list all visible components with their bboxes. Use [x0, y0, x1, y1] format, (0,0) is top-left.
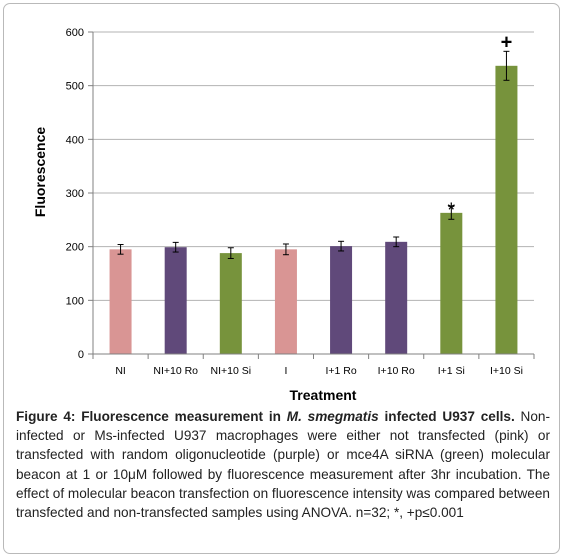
- significance-marker: *: [447, 199, 455, 221]
- y-tick-label: 0: [78, 349, 84, 361]
- y-axis-label: Fluorescence: [32, 127, 48, 217]
- bar: [330, 246, 353, 354]
- y-tick-label: 600: [66, 27, 84, 39]
- x-tick-label: NI+10 Ro: [153, 365, 198, 377]
- bar: [495, 65, 518, 354]
- axes: 0 100 200 300 400 500 600 NI NI+10 Ro NI+10 Si I I+…: [66, 27, 535, 377]
- caption-lead: Figure 4: Fluorescence measurement in: [16, 409, 287, 424]
- bar: [440, 212, 463, 354]
- bar: [274, 249, 297, 354]
- x-tick-label: I: [284, 365, 287, 377]
- caption-body: Non-infected or Ms-infected U937 macroph…: [16, 409, 550, 521]
- x-tick-label: I+1 Si: [438, 365, 465, 377]
- bars: *+: [109, 31, 518, 354]
- x-tick-label: I+1 Ro: [325, 365, 356, 377]
- y-tick-label: 100: [66, 295, 84, 307]
- significance-marker: +: [501, 31, 513, 53]
- caption-species: M. smegmatis: [286, 409, 379, 424]
- gridlines: [93, 31, 534, 301]
- caption-lead-end: infected U937 cells.: [378, 409, 515, 424]
- y-tick-label: 400: [66, 134, 84, 146]
- y-tick-label: 500: [66, 81, 84, 93]
- x-tick-label: NI: [115, 365, 126, 377]
- x-axis-label: Treatment: [290, 387, 357, 400]
- figure-caption: Figure 4: Fluorescence measurement in M.…: [16, 407, 550, 522]
- y-tick-label: 200: [66, 242, 84, 254]
- x-tick-label: I+10 Ro: [378, 365, 415, 377]
- x-tick-label: NI+10 Si: [211, 365, 252, 377]
- bar: [219, 253, 242, 354]
- x-tick-label: I+10 Si: [490, 365, 523, 377]
- bar: [109, 249, 132, 354]
- bar: [164, 247, 187, 354]
- y-tick-label: 300: [66, 188, 84, 200]
- bar: [385, 241, 408, 354]
